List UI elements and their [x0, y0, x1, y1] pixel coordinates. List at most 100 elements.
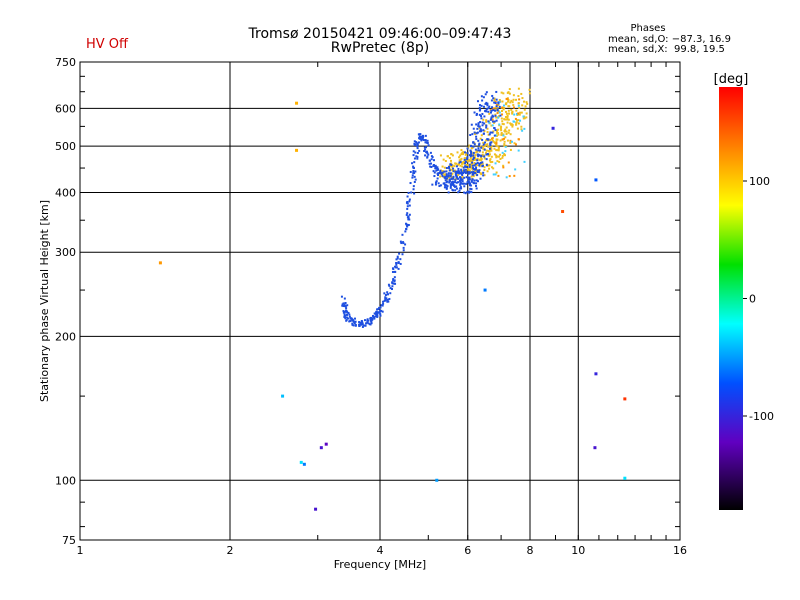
phases-title: Phases — [630, 23, 666, 34]
o-mode-point — [377, 311, 380, 314]
x-mode-point — [488, 150, 491, 153]
y-tick-label: 100 — [55, 474, 76, 487]
x-mode-point — [508, 88, 511, 91]
x-mode-point — [507, 100, 510, 103]
o-mode-point — [455, 165, 458, 168]
x-mode-point — [468, 159, 471, 162]
o-mode-point — [402, 249, 405, 252]
o-mode-point — [345, 316, 348, 319]
o-mode-point — [463, 169, 466, 172]
o-mode-point — [426, 155, 429, 158]
x-mode-point — [512, 120, 515, 123]
o-mode-point — [448, 167, 451, 170]
y-tick-label: 75 — [62, 534, 76, 547]
o-mode-point — [466, 190, 469, 193]
x-mode-point — [463, 157, 466, 160]
o-mode-point — [456, 171, 459, 174]
o-mode-point — [478, 164, 481, 167]
o-mode-point — [343, 304, 346, 307]
o-mode-point — [416, 156, 419, 159]
o-mode-point — [369, 317, 372, 320]
x-mode-point — [446, 155, 449, 158]
o-mode-point — [413, 157, 416, 160]
x-mode-point — [515, 98, 518, 101]
o-mode-point — [413, 180, 416, 183]
o-mode-point — [429, 165, 432, 168]
o-mode-point — [491, 106, 494, 109]
o-mode-point — [457, 167, 460, 170]
o-mode-point — [360, 319, 363, 322]
x-mode-point — [496, 131, 499, 134]
o-mode-point — [476, 100, 479, 103]
x-mode-point — [462, 161, 465, 164]
x-mode-point — [506, 121, 509, 124]
x-mode-point — [503, 143, 506, 146]
x-mode-point — [494, 113, 497, 116]
o-mode-point — [486, 102, 489, 105]
o-mode-point — [487, 110, 490, 113]
x-mode-point — [510, 140, 513, 143]
o-mode-point — [430, 166, 433, 169]
x-mode-point — [490, 124, 493, 127]
x-mode-point — [443, 166, 446, 169]
o-mode-point — [468, 163, 471, 166]
x-mode-point — [497, 147, 500, 150]
o-mode-point — [445, 173, 448, 176]
o-mode-point — [471, 171, 474, 174]
o-mode-point — [412, 150, 415, 153]
o-mode-point — [367, 322, 370, 325]
x-mode-point — [498, 160, 501, 163]
o-mode-point — [490, 141, 493, 144]
o-mode-point — [476, 174, 479, 177]
x-mode-point — [486, 127, 489, 130]
o-mode-point — [399, 258, 402, 261]
o-mode-point — [373, 317, 376, 320]
x-mode-point — [503, 154, 506, 157]
o-mode-point — [426, 139, 429, 142]
o-mode-point — [485, 126, 488, 129]
o-mode-point — [455, 185, 458, 188]
scatter-point — [314, 507, 318, 511]
x-mode-point — [504, 128, 507, 131]
o-mode-point — [408, 218, 411, 221]
o-mode-point — [370, 322, 373, 325]
o-mode-point — [461, 180, 464, 183]
o-mode-point — [455, 181, 458, 184]
x-mode-point — [468, 144, 471, 147]
o-mode-point — [481, 124, 484, 127]
axes — [79, 61, 681, 541]
o-mode-point — [409, 170, 412, 173]
x-mode-point — [476, 149, 479, 152]
o-mode-point — [479, 149, 482, 152]
o-mode-point — [376, 313, 379, 316]
x-mode-point — [450, 159, 453, 162]
o-mode-point — [412, 185, 415, 188]
x-mode-point — [486, 170, 489, 173]
o-mode-point — [475, 112, 478, 115]
x-mode-point — [493, 99, 496, 102]
x-mode-point — [467, 164, 470, 167]
x-mode-point — [492, 130, 495, 133]
o-mode-point — [358, 323, 361, 326]
x-mode-point — [508, 105, 511, 108]
o-mode-point — [468, 190, 471, 193]
o-mode-point — [427, 144, 430, 147]
o-mode-point — [476, 180, 479, 183]
x-mode-point — [501, 138, 504, 141]
o-mode-point — [495, 98, 498, 101]
o-mode-point — [455, 187, 458, 190]
x-mode-point — [511, 125, 514, 128]
x-mode-point — [499, 153, 502, 156]
x-mode-point — [506, 114, 509, 117]
x-mode-point — [456, 151, 459, 154]
o-mode-point — [490, 116, 493, 119]
o-mode-point — [438, 185, 441, 188]
x-mode-point — [471, 168, 474, 171]
o-mode-point — [443, 182, 446, 185]
o-mode-point — [488, 133, 491, 136]
o-mode-point — [370, 320, 373, 323]
o-mode-point — [476, 131, 479, 134]
x-mode-point — [495, 149, 498, 152]
o-mode-point — [408, 204, 411, 207]
o-mode-point — [444, 183, 447, 186]
